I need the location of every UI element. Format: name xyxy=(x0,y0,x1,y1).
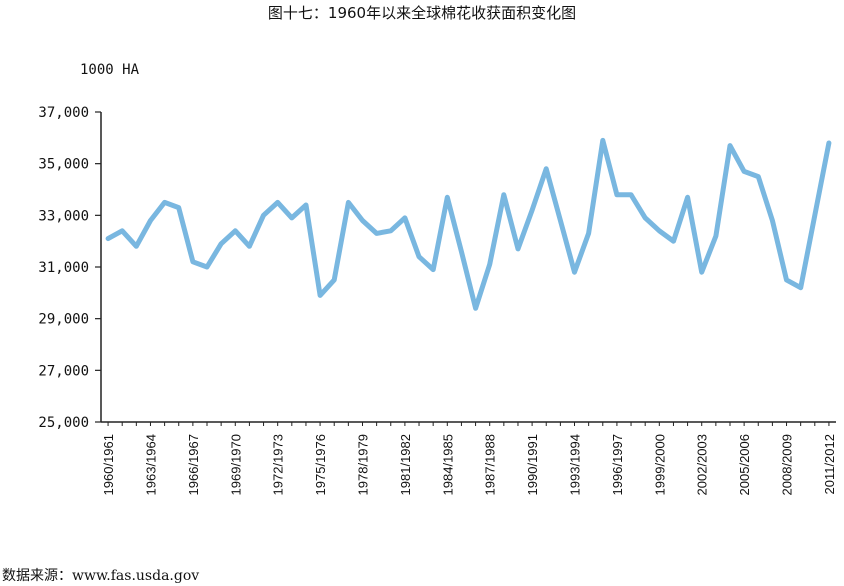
chart-title: 图十七：1960年以来全球棉花收获面积变化图 xyxy=(267,4,577,22)
data-point xyxy=(727,143,732,148)
y-axis-ticks: 25,000 27,000 29,000 31,000 33,000 35,000 37,0… xyxy=(38,105,101,431)
data-point xyxy=(685,195,690,200)
data-point xyxy=(614,192,619,197)
data-point xyxy=(417,254,422,259)
data-point xyxy=(473,306,478,311)
x-tick-label: 1984/1985 xyxy=(440,434,455,495)
y-axis-unit-label: 1000 HA xyxy=(80,62,140,78)
x-tick-label: 1981/1982 xyxy=(398,434,413,495)
data-point xyxy=(515,246,520,251)
data-point xyxy=(558,218,563,223)
data-point xyxy=(699,270,704,275)
data-source-note: 数据来源：www.fas.usda.gov xyxy=(2,568,200,584)
x-tick-label: 2002/2003 xyxy=(695,434,710,495)
data-point xyxy=(643,215,648,220)
x-tick-label: 1972/1973 xyxy=(271,434,286,495)
x-tick-label: 1990/1991 xyxy=(525,434,540,495)
data-point xyxy=(530,208,535,213)
y-tick-label: 33,000 xyxy=(38,208,89,224)
data-point xyxy=(756,174,761,179)
x-tick-label: 1966/1967 xyxy=(186,434,201,495)
data-point xyxy=(600,138,605,143)
data-point xyxy=(459,249,464,254)
data-point xyxy=(713,234,718,238)
y-tick-label: 25,000 xyxy=(38,415,89,431)
y-tick-label: 29,000 xyxy=(38,312,89,328)
data-point xyxy=(572,270,577,275)
x-tick-label: 1999/2000 xyxy=(652,434,667,495)
x-tick-label: 1996/1997 xyxy=(610,434,625,495)
data-point xyxy=(770,218,775,223)
data-point xyxy=(671,239,676,244)
data-point xyxy=(360,218,365,223)
data-point xyxy=(374,231,379,236)
x-tick-label: 1987/1988 xyxy=(483,434,498,495)
data-point xyxy=(431,267,436,272)
data-point xyxy=(219,241,224,246)
x-axis-ticks: 1960/1961 1963/1964 1966/1967 1969/1970 1972… xyxy=(101,422,837,495)
data-point xyxy=(445,195,450,200)
data-point xyxy=(275,200,280,205)
data-point xyxy=(798,285,803,290)
data-point xyxy=(318,293,323,298)
data-point xyxy=(332,277,337,282)
x-tick-label: 2008/2009 xyxy=(780,434,795,495)
data-point xyxy=(784,277,789,282)
x-tick-label: 1978/1979 xyxy=(355,434,370,495)
y-tick-label: 37,000 xyxy=(38,105,89,121)
y-tick-label: 31,000 xyxy=(38,260,89,276)
data-point xyxy=(205,265,210,269)
data-point xyxy=(289,215,294,220)
data-point xyxy=(501,192,506,197)
x-tick-label: 1963/1964 xyxy=(143,434,158,495)
data-point xyxy=(134,244,139,249)
data-point xyxy=(190,259,195,264)
data-point xyxy=(657,228,662,233)
data-point xyxy=(487,262,492,267)
data-point xyxy=(826,141,831,145)
data-point xyxy=(233,228,238,233)
data-point xyxy=(544,166,549,171)
data-point xyxy=(629,192,634,197)
data-point xyxy=(402,215,407,220)
data-point xyxy=(388,228,393,233)
x-tick-label: 2005/2006 xyxy=(737,434,752,495)
data-point xyxy=(106,236,111,241)
x-tick-label: 1993/1994 xyxy=(568,434,583,495)
data-point xyxy=(346,200,351,205)
x-tick-label: 2011/2012 xyxy=(822,434,837,495)
x-tick-label: 1960/1961 xyxy=(101,434,116,495)
data-point xyxy=(162,200,167,205)
data-point xyxy=(176,205,181,210)
series-group xyxy=(105,137,832,311)
y-tick-label: 35,000 xyxy=(38,157,89,173)
data-point xyxy=(742,169,747,174)
x-tick-label: 1975/1976 xyxy=(313,434,328,495)
data-point xyxy=(148,218,153,223)
data-point xyxy=(303,203,308,207)
data-point xyxy=(261,213,266,218)
data-point xyxy=(120,228,125,233)
data-point xyxy=(247,244,252,249)
data-point xyxy=(812,213,817,218)
x-tick-label: 1969/1970 xyxy=(228,434,243,495)
data-point xyxy=(586,231,591,236)
series-line xyxy=(105,137,832,311)
y-tick-label: 27,000 xyxy=(38,363,89,379)
